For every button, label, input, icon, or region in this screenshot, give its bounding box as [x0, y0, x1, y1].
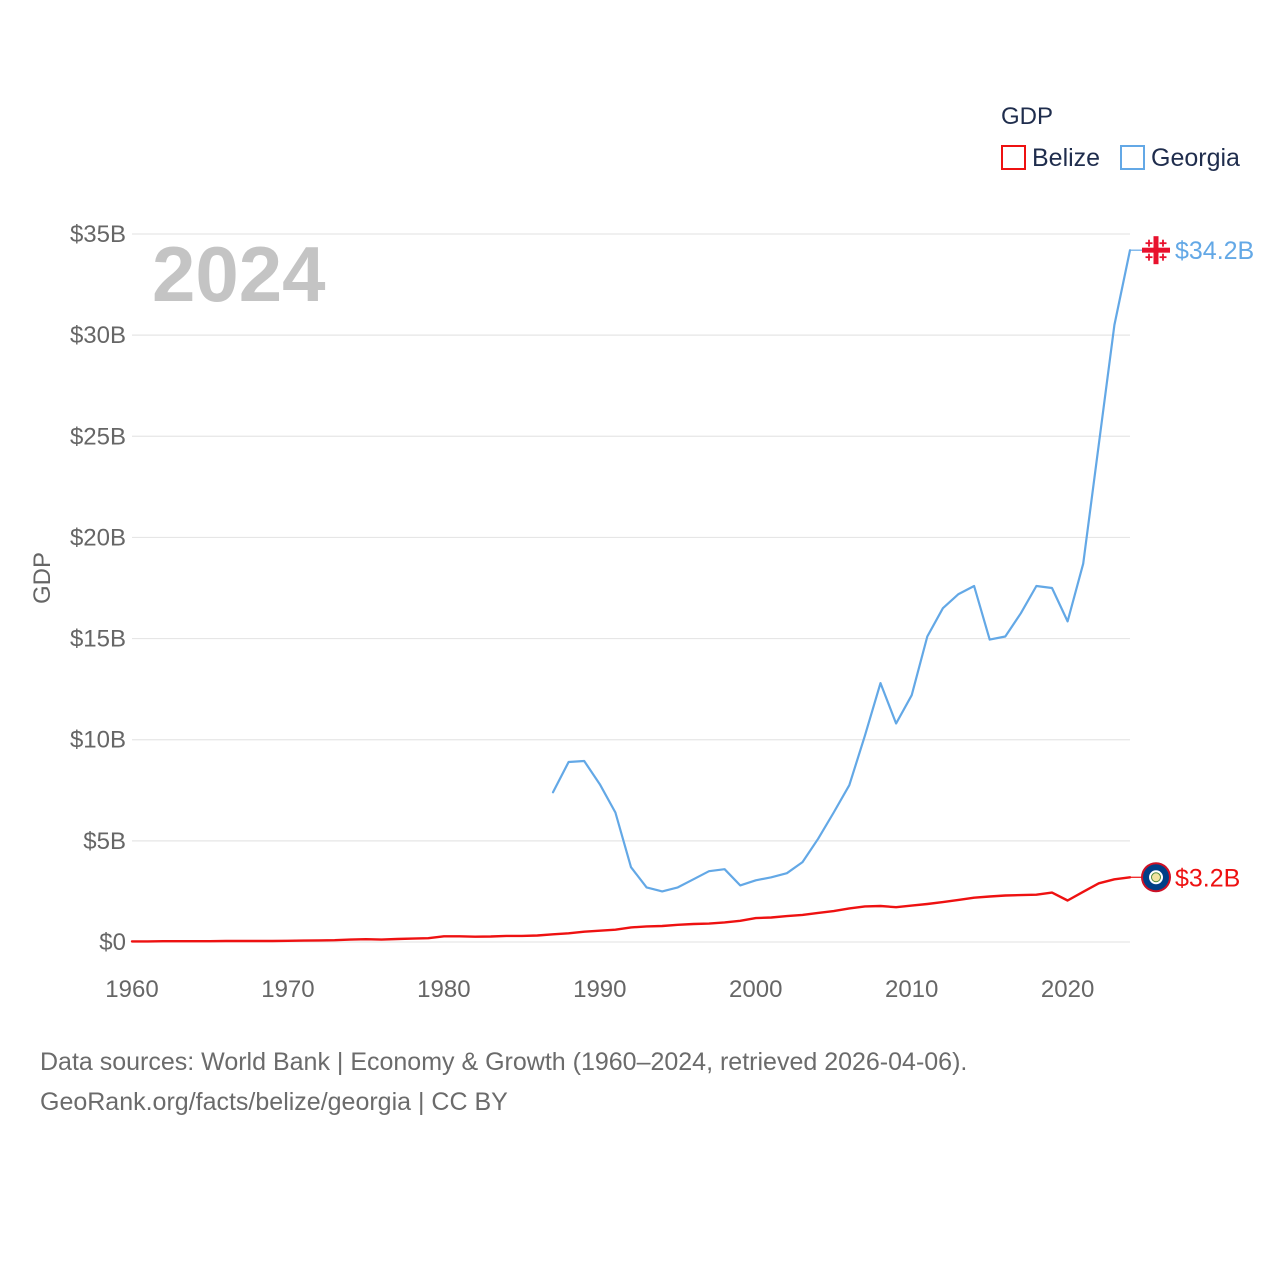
y-tick-label: $10B [70, 727, 126, 754]
series-line-belize[interactable] [130, 876, 1132, 943]
end-label-georgia: $34.2B [1175, 237, 1254, 265]
legend-swatch-belize [1001, 145, 1026, 170]
year-watermark: 2024 [152, 230, 326, 318]
grid-lines [132, 233, 1130, 943]
x-tick-label: 1960 [105, 976, 158, 1003]
data-sources-text: Data sources: World Bank | Economy & Gro… [40, 1048, 968, 1076]
y-axis-label: GDP [29, 552, 56, 604]
source-link[interactable]: GeoRank.org/facts/belize/georgia | CC BY [40, 1088, 508, 1116]
x-tick-label: 2010 [885, 976, 938, 1003]
y-tick-label: $30B [70, 322, 126, 349]
footer: Data sources: World Bank | Economy & Gro… [40, 1042, 967, 1122]
legend: GDP Belize Georgia [1001, 103, 1240, 172]
legend-label-belize: Belize [1032, 144, 1100, 172]
x-tick-label: 2000 [729, 976, 782, 1003]
y-tick-label: $20B [70, 524, 126, 551]
y-tick-label: $25B [70, 423, 126, 450]
belize-flag-icon [1141, 862, 1171, 893]
legend-item-belize[interactable]: Belize [1001, 144, 1100, 172]
x-tick-label: 2020 [1041, 976, 1094, 1003]
legend-label-georgia: Georgia [1151, 144, 1240, 172]
series-line-georgia[interactable] [551, 249, 1132, 893]
x-tick-label: 1970 [261, 976, 314, 1003]
series-layer [130, 249, 1132, 943]
y-tick-label: $5B [83, 828, 126, 855]
y-axis-ticks: $0 $5B $10B $15B $20B $25B $30B $35B [70, 221, 126, 956]
y-tick-label: $15B [70, 626, 126, 653]
legend-item-georgia[interactable]: Georgia [1120, 144, 1240, 172]
y-tick-label: $35B [70, 221, 126, 248]
x-axis-ticks: 1960 1970 1980 1990 2000 2010 2020 [105, 976, 1094, 1003]
y-tick-label: $0 [99, 929, 126, 956]
legend-title: GDP [1001, 103, 1053, 130]
x-tick-label: 1990 [573, 976, 626, 1003]
georgia-flag-icon [1142, 236, 1170, 265]
end-label-belize: $3.2B [1175, 864, 1240, 892]
series-end-markers: $3.2B $34.2B [1130, 236, 1254, 893]
legend-swatch-georgia [1120, 145, 1145, 170]
x-tick-label: 1980 [417, 976, 470, 1003]
